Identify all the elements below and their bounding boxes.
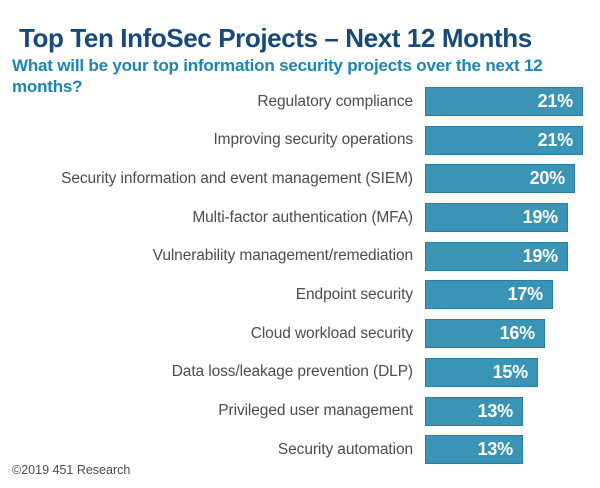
bar: 19% <box>425 241 568 271</box>
bar-category-label: Improving security operations <box>213 131 413 149</box>
bar-value-label: 13% <box>477 439 514 460</box>
bar-row: Security information and event managemen… <box>0 164 600 194</box>
bar-category-label: Regulatory compliance <box>257 92 413 110</box>
bar-row: Multi-factor authentication (MFA) 19% <box>0 203 600 233</box>
bar-category-label: Security information and event managemen… <box>61 169 413 187</box>
bar-row: Data loss/leakage prevention (DLP) 15% <box>0 357 600 387</box>
bar-row: Cloud workload security 16% <box>0 319 600 349</box>
bar-value-label: 19% <box>522 245 559 266</box>
bar: 21% <box>425 87 583 116</box>
bar-row: Security automation 13% <box>0 435 600 465</box>
bar: 20% <box>425 164 575 194</box>
bar: 13% <box>425 396 523 426</box>
bar-row: Vulnerability management/remediation 19% <box>0 241 600 271</box>
bar-row: Privileged user management 13% <box>0 396 600 426</box>
bar-value-label: 15% <box>492 361 529 382</box>
bar-value-label: 20% <box>529 168 566 189</box>
bar: 16% <box>425 319 545 349</box>
bar-value-label: 17% <box>507 284 544 305</box>
bar-chart: Regulatory compliance 21% Improving secu… <box>0 87 600 474</box>
page-title: Top Ten InfoSec Projects – Next 12 Month… <box>19 23 532 54</box>
bar-value-label: 21% <box>537 129 574 150</box>
page-subtitle: What will be your top information securi… <box>12 56 543 96</box>
bar-category-label: Security automation <box>277 440 413 458</box>
bar-row: Endpoint security 17% <box>0 280 600 310</box>
bar-category-label: Multi-factor authentication (MFA) <box>192 208 413 226</box>
bar-row: Regulatory compliance 21% <box>0 87 600 116</box>
bar: 17% <box>425 280 553 310</box>
bar-category-label: Cloud workload security <box>250 324 413 342</box>
bar-row: Improving security operations 21% <box>0 125 600 155</box>
copyright-note: ©2019 451 Research <box>12 463 131 477</box>
bar-value-label: 16% <box>499 323 536 344</box>
bar-category-label: Data loss/leakage prevention (DLP) <box>171 363 413 381</box>
bar-category-label: Privileged user management <box>218 402 413 419</box>
bar: 21% <box>425 125 583 155</box>
bar-value-label: 19% <box>522 207 559 228</box>
bar-category-label: Endpoint security <box>295 285 413 303</box>
bar-value-label: 21% <box>537 91 574 111</box>
bar: 13% <box>425 435 523 465</box>
bar: 15% <box>425 357 538 387</box>
bar: 19% <box>425 203 568 233</box>
bar-value-label: 13% <box>477 400 514 421</box>
bar-category-label: Vulnerability management/remediation <box>152 247 413 265</box>
